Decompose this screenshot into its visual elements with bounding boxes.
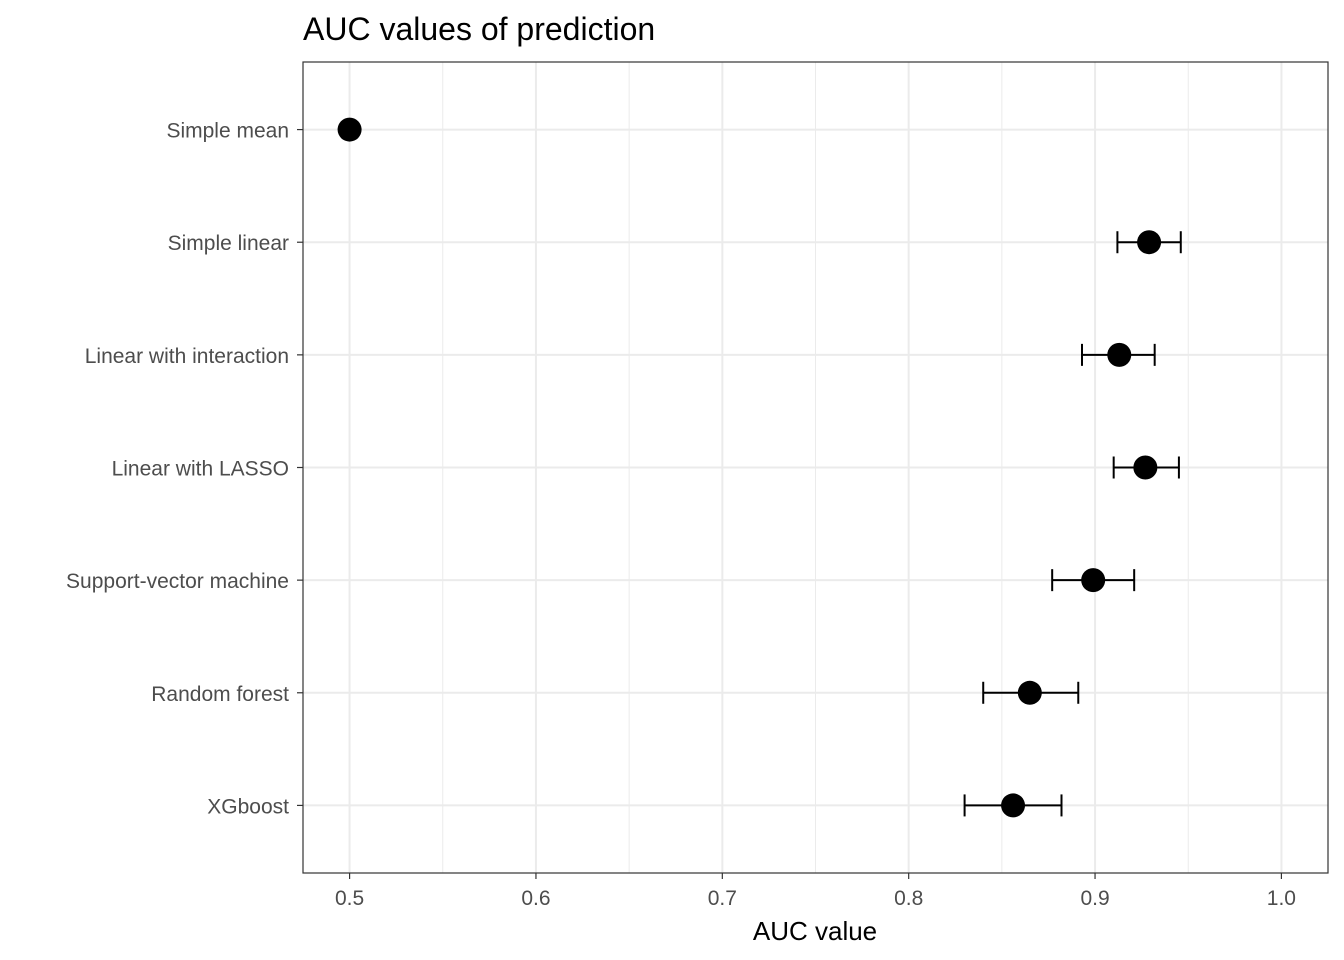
x-axis-title: AUC value — [753, 916, 877, 946]
data-point — [1017, 680, 1042, 705]
axis-ticks: 0.5 0.6 0.7 0.8 0.9 1.0 Simple mean Simple line… — [66, 120, 1296, 910]
y-tick-label: XGboost — [207, 795, 289, 818]
y-tick-label: Linear with interaction — [85, 345, 289, 368]
y-tick-label: Linear with LASSO — [112, 458, 289, 481]
y-tick-label: Random forest — [151, 683, 289, 706]
y-tick-label: Simple mean — [166, 120, 289, 143]
x-tick-label: 0.6 — [521, 887, 550, 910]
data-point — [1081, 568, 1106, 593]
data-marks — [337, 117, 1182, 818]
x-tick-label: 1.0 — [1267, 887, 1296, 910]
x-tick-label: 0.7 — [708, 887, 737, 910]
y-tick-label: Simple linear — [168, 232, 289, 255]
data-point — [337, 117, 362, 142]
x-tick-label: 0.5 — [335, 887, 364, 910]
x-tick-label: 0.9 — [1080, 887, 1109, 910]
data-point — [1137, 230, 1162, 255]
data-point — [1133, 455, 1158, 480]
data-point — [1001, 793, 1026, 818]
y-tick-label: Support-vector machine — [66, 570, 289, 593]
plot-panel-border — [302, 61, 1329, 874]
chart-title: AUC values of prediction — [303, 11, 655, 47]
data-point — [1107, 342, 1132, 367]
x-tick-label: 0.8 — [894, 887, 923, 910]
